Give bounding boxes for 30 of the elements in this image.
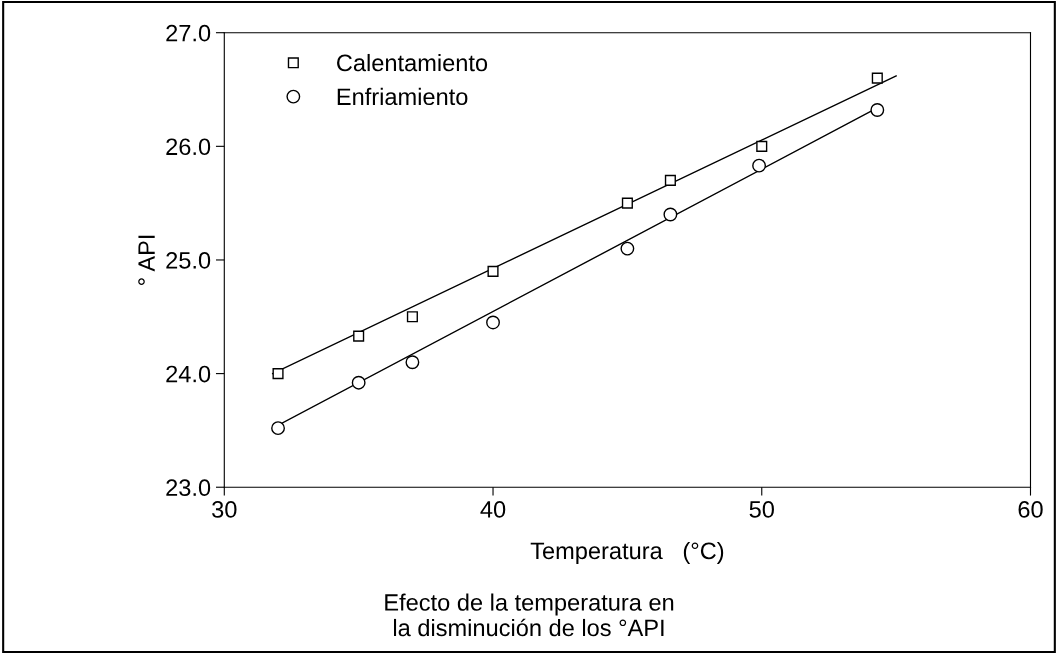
x-tick-label: 40: [480, 501, 506, 518]
legend-label: Enfriamiento: [337, 87, 468, 106]
x-axis-title: Temperatura (°C): [530, 541, 724, 564]
point: [272, 368, 284, 380]
point: [664, 174, 676, 186]
legend-label: Calentamiento: [337, 53, 488, 72]
point: [405, 355, 420, 370]
y-tick-label: 24.0: [166, 365, 211, 383]
point: [752, 158, 767, 173]
point: [871, 72, 883, 84]
text: Efecto de la temperatura en la disminución de los °API: [385, 593, 674, 637]
y-tick-label: 23.0: [166, 479, 211, 497]
point: [351, 375, 366, 390]
x-tick-label: 50: [749, 501, 774, 518]
point: [870, 103, 885, 117]
point: [756, 140, 768, 152]
point: [487, 265, 499, 277]
point: [406, 311, 418, 323]
point: [620, 241, 635, 256]
y-axis-title: ° API: [138, 235, 155, 285]
point: [621, 197, 633, 209]
x-tick-label: 30: [212, 501, 237, 518]
y-tick-label: 26.0: [166, 138, 211, 156]
point: [353, 330, 365, 342]
point: [663, 207, 678, 222]
point: [486, 315, 500, 330]
y-tick-label: 25.0: [166, 252, 211, 269]
x-tick-label: 60: [1018, 501, 1043, 518]
point: [271, 421, 285, 436]
y-tick-label: 27.0: [166, 24, 211, 42]
